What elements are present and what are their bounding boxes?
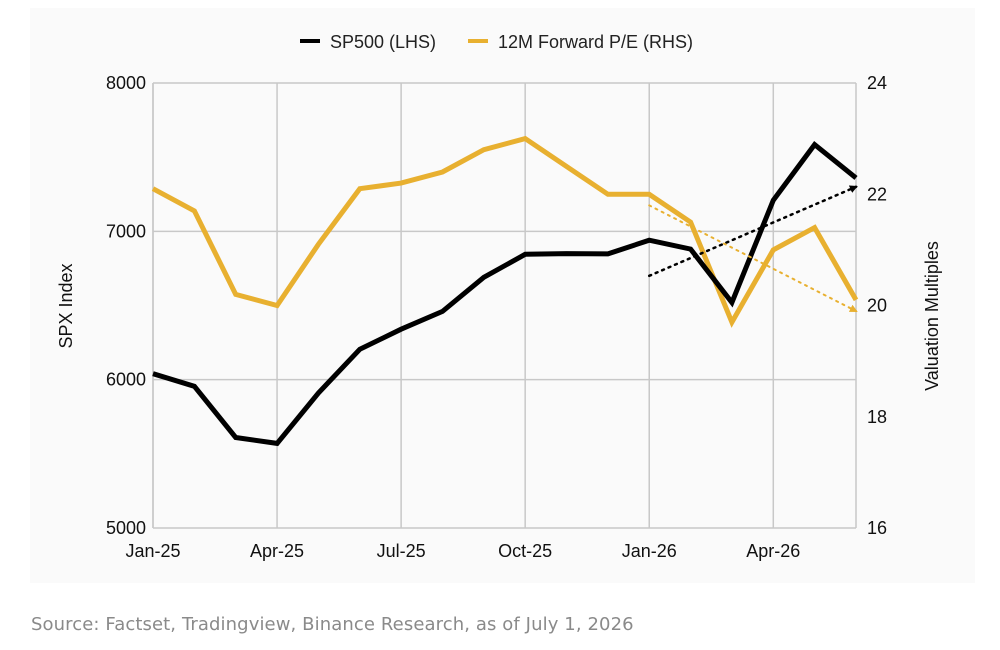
axis-ticks: 5000 6000 7000 8000 16 18 20 22 24 Jan-25 Apr-25 Ju… bbox=[106, 73, 887, 561]
y-left-tick-label: 6000 bbox=[106, 370, 146, 390]
series-line-pe bbox=[151, 135, 859, 328]
y-right-tick-label: 24 bbox=[867, 73, 887, 93]
x-tick-label: Apr-25 bbox=[250, 541, 304, 561]
x-tick-label: Jan-26 bbox=[622, 541, 677, 561]
legend-label-sp500: SP500 (LHS) bbox=[330, 32, 436, 52]
legend: SP500 (LHS) 12M Forward P/E (RHS) bbox=[300, 32, 693, 52]
y-axis-right-title: Valuation Multiples bbox=[922, 241, 942, 391]
x-tick-label: Jul-25 bbox=[377, 541, 426, 561]
x-tick-label: Jan-25 bbox=[125, 541, 180, 561]
legend-label-pe: 12M Forward P/E (RHS) bbox=[498, 32, 693, 52]
line-chart: 5000 6000 7000 8000 16 18 20 22 24 Jan-25 Apr-25 Ju… bbox=[56, 32, 942, 561]
y-left-tick-label: 5000 bbox=[106, 518, 146, 538]
y-right-tick-label: 18 bbox=[867, 407, 887, 427]
x-tick-label: Apr-26 bbox=[746, 541, 800, 561]
series bbox=[151, 135, 859, 447]
series-line-sp500 bbox=[152, 141, 858, 447]
y-right-tick-label: 20 bbox=[867, 296, 887, 316]
trend-lines bbox=[647, 185, 858, 313]
source-note: Source: Factset, Tradingview, Binance Re… bbox=[31, 614, 634, 635]
y-left-tick-label: 8000 bbox=[106, 73, 146, 93]
x-tick-label: Oct-25 bbox=[498, 541, 552, 561]
y-left-tick-label: 7000 bbox=[106, 221, 146, 241]
trend-arrow-sp500 bbox=[647, 185, 858, 278]
y-axis-left-title: SPX Index bbox=[56, 263, 76, 348]
y-right-tick-label: 16 bbox=[867, 518, 887, 538]
grid bbox=[152, 82, 857, 529]
chart-panel bbox=[30, 8, 975, 583]
trend-arrow-pe bbox=[648, 204, 858, 313]
y-right-tick-label: 22 bbox=[867, 184, 887, 204]
